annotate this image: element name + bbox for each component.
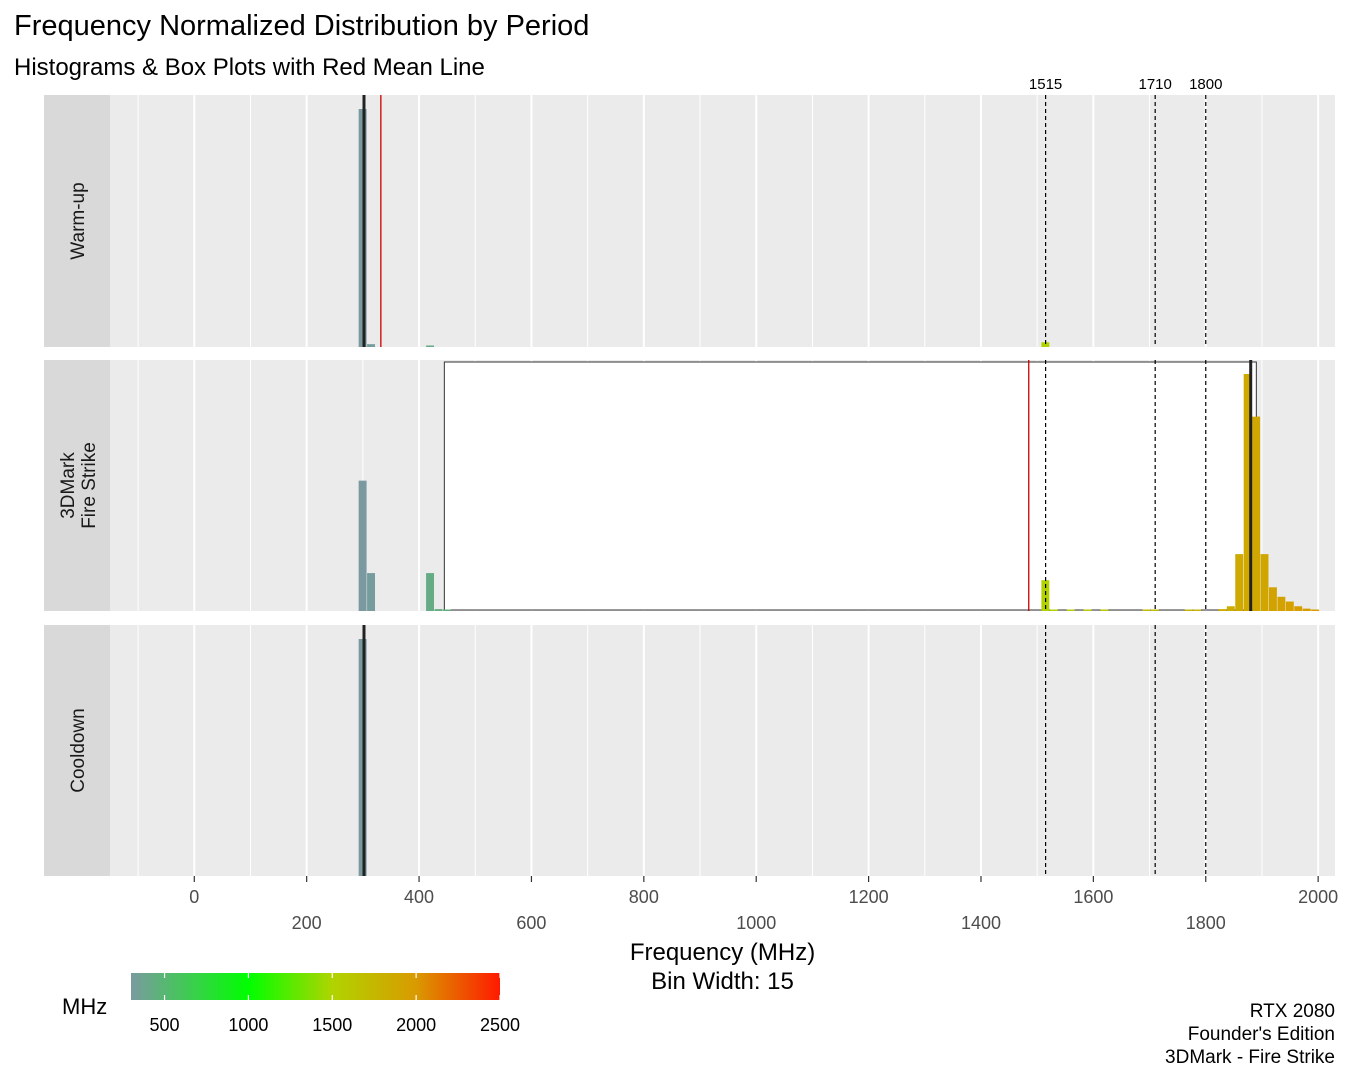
histogram-bar	[1150, 609, 1159, 611]
histogram-bar	[1285, 601, 1294, 611]
x-tick-label: 800	[629, 887, 659, 907]
x-axis: 0 400 800 1200 1600 2000 200 600 1000 1400 1800 Fre…	[189, 876, 1338, 995]
panel-background	[110, 625, 1335, 876]
legend-tick-label: 1500	[312, 1015, 352, 1035]
reference-label: 1710	[1138, 76, 1171, 93]
caption-line-benchmark: 3DMark - Fire Strike	[1165, 1047, 1335, 1068]
histogram-bar	[358, 480, 367, 611]
histogram-bar	[1260, 554, 1269, 611]
histogram-bar	[1049, 609, 1058, 611]
histogram-bar	[1083, 609, 1092, 611]
panel-label: Cooldown	[68, 708, 89, 793]
histogram-bar	[1294, 606, 1303, 611]
panel-3: Cooldown	[44, 625, 1335, 876]
x-tick-label: 400	[404, 887, 434, 907]
histogram-bar	[1235, 554, 1244, 611]
histogram-bar	[1252, 416, 1261, 611]
chart-subtitle: Histograms & Box Plots with Red Mean Lin…	[14, 54, 485, 81]
histogram-bar	[1193, 609, 1202, 611]
panel-label-line: 3DMark	[58, 452, 79, 519]
legend-tick-label: 2000	[396, 1015, 436, 1035]
x-tick-label: 1600	[1073, 887, 1113, 907]
panel-strip	[44, 360, 110, 611]
histogram-bar	[367, 344, 376, 347]
panel-label-line: Fire Strike	[79, 442, 100, 529]
x-axis-subtitle: Bin Width: 15	[651, 968, 794, 995]
x-tick-label: 1000	[736, 913, 776, 933]
x-tick-label: 1200	[849, 887, 889, 907]
box-plot-box	[443, 361, 1257, 611]
histogram-bar	[1041, 580, 1050, 611]
legend-tick-label: 500	[150, 1015, 180, 1035]
histogram-bar	[1302, 608, 1311, 611]
histogram-bar	[1218, 609, 1227, 611]
histogram-bar	[1243, 374, 1252, 611]
histogram-bar	[1226, 606, 1235, 611]
histogram-bar	[1041, 342, 1050, 347]
histogram-bar	[426, 573, 435, 611]
histogram-bar	[1100, 609, 1109, 611]
panel-label-line: Warm-up	[68, 182, 89, 259]
histogram-bar	[1277, 596, 1286, 611]
color-legend-bar	[131, 973, 500, 1000]
x-tick-label: 200	[292, 913, 322, 933]
chart-caption: RTX 2080 Founder's Edition 3DMark - Fire…	[1165, 1000, 1335, 1069]
legend-tick-label: 2500	[480, 1015, 520, 1035]
x-tick-label: 600	[516, 913, 546, 933]
legend-tick-label: 1000	[228, 1015, 268, 1035]
caption-line-edition: Founder's Edition	[1187, 1024, 1335, 1045]
caption-line-gpu: RTX 2080	[1249, 1001, 1335, 1022]
histogram-bar	[442, 609, 451, 611]
histogram-bar	[434, 609, 443, 611]
panel-label-line: Cooldown	[68, 708, 89, 793]
panel-background	[110, 95, 1335, 347]
x-axis-title: Frequency (MHz)	[630, 939, 815, 966]
x-tick-label: 2000	[1298, 887, 1338, 907]
panel-label: Warm-up	[68, 182, 89, 259]
histogram-bar	[1311, 609, 1320, 611]
reference-label: 1800	[1189, 76, 1222, 93]
histogram-bar	[367, 573, 376, 611]
histogram-bar	[1066, 609, 1075, 611]
x-tick-label: 1400	[961, 913, 1001, 933]
chart-title: Frequency Normalized Distribution by Per…	[14, 10, 590, 42]
histogram-bar	[1184, 609, 1193, 611]
panel-2: 3DMarkFire Strike	[44, 360, 1335, 611]
panel-strip	[44, 95, 110, 347]
legend-title: MHz	[62, 994, 107, 1019]
color-legend: 500 1000 1500 2000 2500 MHz	[62, 973, 520, 1035]
x-tick-label: 1800	[1186, 913, 1226, 933]
reference-label: 1515	[1029, 76, 1062, 93]
x-tick-label: 0	[189, 887, 199, 907]
panel-strip	[44, 625, 110, 876]
histogram-bar	[1142, 609, 1151, 611]
panel-label: 3DMarkFire Strike	[58, 442, 100, 529]
panel-1: Warm-up	[44, 95, 1335, 347]
histogram-bar	[1268, 587, 1277, 611]
histogram-bar	[426, 345, 435, 347]
